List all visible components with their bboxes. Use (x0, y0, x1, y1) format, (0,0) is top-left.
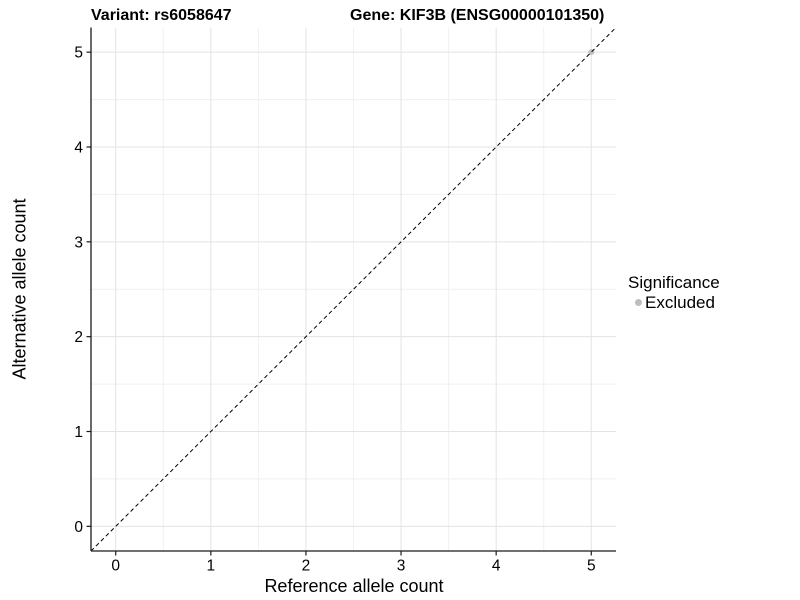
y-tick-label: 4 (74, 139, 83, 156)
x-tick-label: 3 (397, 558, 406, 575)
x-tick-label: 4 (492, 558, 501, 575)
variant-title: Variant: rs6058647 (91, 7, 232, 24)
y-axis-title: Alternative allele count (9, 198, 30, 380)
x-tick-label: 5 (587, 558, 596, 575)
y-tick-label: 3 (74, 234, 83, 251)
legend-title: Significance (628, 273, 720, 292)
legend-item-excluded: Excluded (628, 293, 720, 312)
x-tick-label: 2 (302, 558, 311, 575)
x-tick-label: 0 (111, 558, 120, 575)
excluded-point-icon (635, 299, 642, 306)
y-tick-label: 5 (74, 45, 83, 62)
legend-item-label: Excluded (645, 293, 715, 312)
y-tick-label: 1 (74, 424, 83, 441)
identity-line (90, 27, 617, 552)
gene-title: Gene: KIF3B (ENSG00000101350) (350, 7, 605, 24)
y-tick-label: 0 (74, 519, 83, 536)
x-tick-label: 1 (207, 558, 216, 575)
y-tick-label: 2 (74, 329, 83, 346)
x-axis-title: Reference allele count (264, 576, 444, 596)
legend: Significance Excluded (628, 273, 720, 312)
